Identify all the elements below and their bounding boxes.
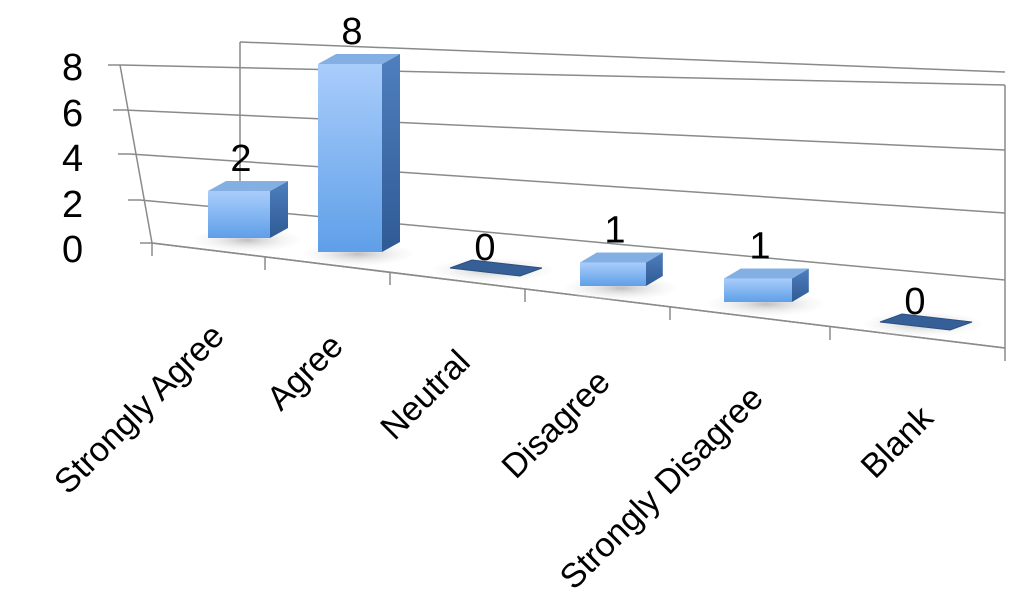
category-label-blank: Blank <box>854 398 942 486</box>
gridline-8 <box>119 64 1006 86</box>
bar-strongly-agree: 2 <box>194 138 300 252</box>
data-label-disagree: 1 <box>604 210 625 252</box>
y-tick-label-4: 4 <box>62 138 83 180</box>
bar-front <box>580 262 646 286</box>
top-edge <box>239 41 1006 73</box>
data-label-strongly-agree: 2 <box>230 138 251 180</box>
bar-front <box>208 191 270 238</box>
bar-front <box>724 278 792 302</box>
bar-neutral: 0 <box>433 227 553 282</box>
bar-side <box>646 252 663 286</box>
gridline-4 <box>129 153 1006 214</box>
category-label-strongly-agree: Strongly Agree <box>47 317 232 502</box>
category-label-disagree: Disagree <box>495 363 618 486</box>
bar-agree: 8 <box>303 11 413 266</box>
y-tick-label-0: 0 <box>62 229 83 271</box>
category-label-neutral: Neutral <box>373 343 477 447</box>
bar-disagree: 1 <box>564 210 678 300</box>
y-tick-label-8: 8 <box>62 47 83 89</box>
bar-top <box>318 54 400 64</box>
y-tick-label-6: 6 <box>62 93 83 135</box>
bar-strongly-disagree: 1 <box>708 226 824 316</box>
bar-front <box>318 64 382 252</box>
bar-top <box>580 252 663 263</box>
bar-top <box>879 313 973 331</box>
y-axis-line <box>119 64 153 244</box>
data-label-blank: 0 <box>904 281 925 323</box>
y-axis: 8 6 4 2 0 <box>62 47 153 271</box>
bar-top <box>208 181 288 191</box>
gridline-6 <box>124 109 1006 151</box>
bar-side <box>792 268 809 302</box>
bars: 2 8 0 1 1 0 <box>194 11 983 336</box>
data-label-agree: 8 <box>341 11 362 53</box>
category-labels: Strongly Agree Agree Neutral Disagree St… <box>47 317 941 597</box>
bar-top <box>724 268 809 279</box>
bar-blank: 0 <box>863 281 983 336</box>
data-label-neutral: 0 <box>474 227 495 269</box>
category-label-agree: Agree <box>260 327 351 418</box>
bar-side <box>270 181 288 238</box>
bar-top <box>449 259 543 277</box>
y-tick-label-2: 2 <box>62 184 83 226</box>
bar-side <box>382 54 400 252</box>
data-label-strongly-disagree: 1 <box>749 226 770 268</box>
